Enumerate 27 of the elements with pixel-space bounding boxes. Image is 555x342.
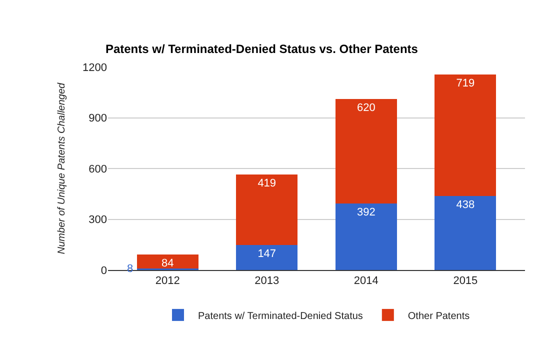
data-label: 620 xyxy=(356,102,376,114)
y-axis-title: Number of Unique Patents Challenged xyxy=(56,82,68,254)
data-label: 719 xyxy=(456,77,475,90)
x-tick-label: 2014 xyxy=(354,275,378,288)
bar xyxy=(335,98,397,204)
bar xyxy=(136,254,198,269)
bar xyxy=(434,74,496,196)
y-tick-label: 300 xyxy=(88,214,107,226)
data-label: 147 xyxy=(258,248,276,260)
x-tick-label: 2013 xyxy=(254,275,280,288)
legend-label: Other Patents xyxy=(408,310,470,322)
x-tick-label: 2012 xyxy=(155,275,180,288)
data-label: 392 xyxy=(356,206,376,219)
bar xyxy=(335,204,397,270)
y-tick-label: 0 xyxy=(100,264,107,277)
x-tick-label: 2015 xyxy=(453,275,478,288)
bar xyxy=(236,174,298,246)
chart-title: Patents w/ Terminated-Denied Status vs. Other Patents xyxy=(105,42,418,56)
y-tick-label: 600 xyxy=(88,163,107,176)
bar xyxy=(434,196,496,270)
bar xyxy=(236,245,298,270)
y-tick-label: 1200 xyxy=(82,62,107,74)
y-tick-label: 900 xyxy=(88,112,107,125)
data-label: 438 xyxy=(456,198,475,211)
data-label: 84 xyxy=(161,257,174,270)
data-label: 419 xyxy=(258,177,276,190)
legend-label: Patents w/ Terminated-Denied Status xyxy=(198,310,363,322)
